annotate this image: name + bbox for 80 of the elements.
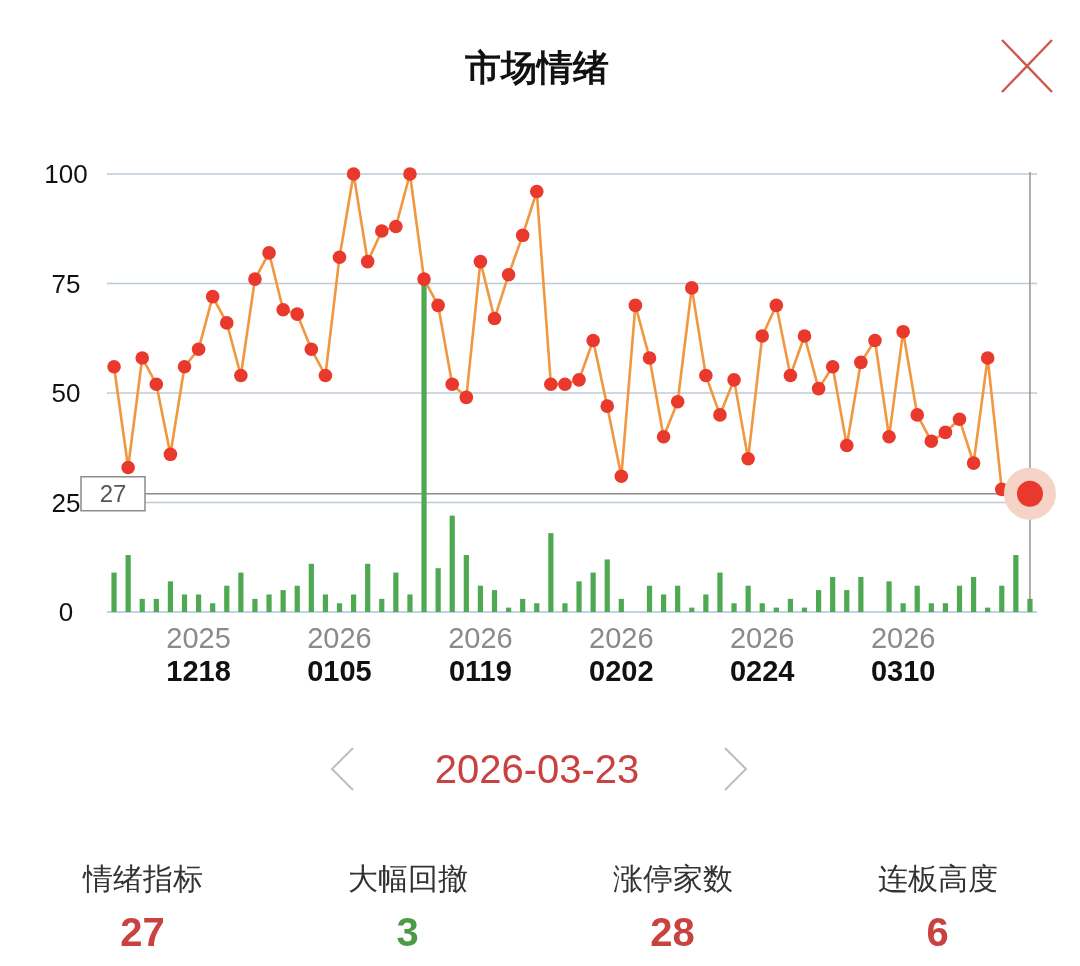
bar [280, 590, 286, 612]
bar [534, 603, 540, 612]
bar [999, 585, 1005, 612]
x-tick-label: 2026 0105 [307, 622, 372, 687]
bar [815, 590, 822, 612]
bar [604, 559, 610, 612]
bar [153, 598, 159, 612]
bar [365, 563, 371, 612]
bar [717, 572, 723, 612]
bar [590, 572, 596, 612]
text: 2026-03-23 [434, 747, 640, 791]
bar [407, 594, 413, 612]
bar [970, 576, 977, 612]
bar [435, 568, 441, 612]
bar [181, 594, 188, 612]
bar [745, 585, 751, 612]
category-label: 大幅回撤 [347, 861, 468, 895]
bar [125, 555, 131, 612]
category-label: 涨停家数 [612, 861, 733, 895]
bar [956, 585, 963, 612]
bar [393, 572, 399, 612]
bar [900, 603, 906, 612]
bar [210, 603, 216, 612]
bar [562, 603, 568, 612]
bar [252, 598, 258, 612]
bar [928, 603, 934, 612]
bar [294, 585, 300, 612]
bar [463, 555, 469, 612]
bar [477, 585, 484, 612]
bar [675, 585, 681, 612]
data-label: 27 [120, 910, 165, 954]
bar [787, 598, 794, 612]
y-tick-label: 100 [44, 159, 88, 189]
bar [379, 598, 385, 612]
bar [139, 598, 145, 612]
bar [1027, 598, 1033, 612]
y-tick-label: 75 [51, 268, 81, 299]
bar [618, 598, 624, 612]
bar [491, 590, 498, 612]
data-label: 6 [926, 910, 949, 954]
x-tick-label: 2026 0119 [448, 622, 513, 687]
data-label: 3 [396, 910, 419, 954]
bar [830, 576, 836, 612]
bar [111, 572, 117, 612]
category-label: 情绪指标 [81, 861, 203, 895]
bar [548, 533, 554, 612]
bar [336, 603, 343, 612]
data-label: 28 [650, 910, 695, 954]
bar [660, 594, 667, 612]
bar [350, 594, 357, 612]
y-tick-label: 0 [58, 597, 74, 627]
category-label: 连板高度 [877, 861, 998, 895]
y-tick-label: 25 [51, 487, 81, 518]
x-tick-label: 2026 0202 [589, 622, 654, 687]
bar [576, 581, 582, 612]
bar [1013, 555, 1019, 612]
bar [322, 594, 329, 612]
bar [449, 515, 455, 612]
bar [731, 603, 737, 612]
bar [914, 585, 920, 612]
bar [646, 585, 653, 612]
bar [759, 603, 765, 612]
bar [224, 585, 230, 612]
chart-title: 市场情绪 [465, 46, 609, 88]
bar [308, 563, 314, 612]
bar [167, 581, 174, 612]
x-tick-label: 2025 1218 [166, 622, 231, 687]
bar [844, 590, 850, 612]
bar [703, 594, 709, 612]
bar [858, 576, 864, 612]
y-tick-label: 50 [51, 378, 81, 408]
bar [942, 603, 949, 612]
bar [238, 572, 244, 612]
bar [886, 581, 892, 612]
bar [266, 594, 272, 612]
bar [520, 598, 526, 612]
x-tick-label: 2026 0310 [870, 622, 936, 687]
x-tick-label: 2026 0224 [729, 622, 795, 687]
ref-line-label: 27 [99, 480, 127, 508]
bar [195, 594, 202, 612]
